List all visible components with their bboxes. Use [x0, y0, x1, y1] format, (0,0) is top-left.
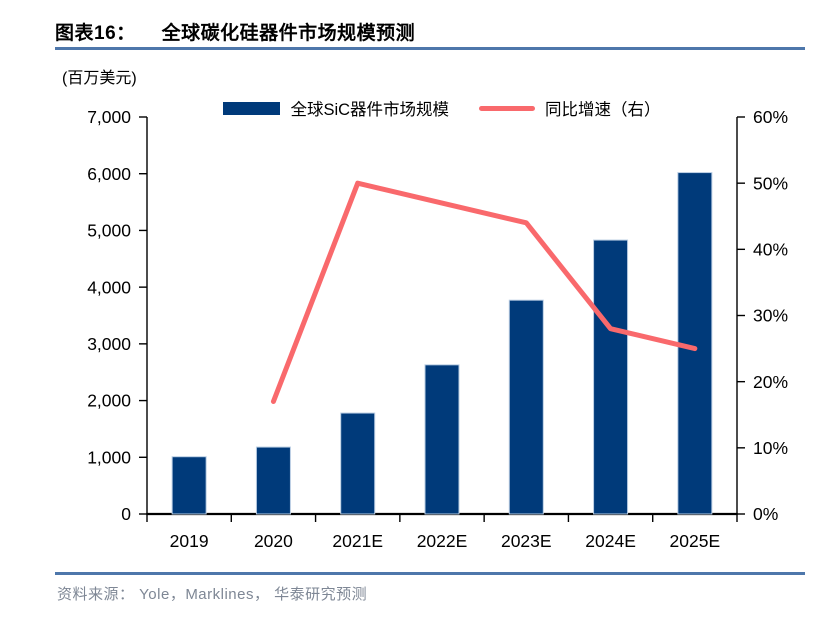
axis-unit-label: (百万美元): [62, 70, 137, 87]
figure-title: 图表16： 全球碳化硅器件市场规模预测: [55, 18, 805, 45]
y-axis-left-label: 6,000: [87, 164, 131, 184]
source-note: 资料来源： Yole，Marklines， 华泰研究预测: [57, 586, 368, 603]
y-axis-right-label: 20%: [753, 372, 788, 392]
bar-2021e: [340, 412, 376, 515]
figure-number: 图表16：: [55, 23, 136, 44]
y-axis-right-label: 60%: [753, 107, 788, 127]
legend-item-growth: 同比增速（右）: [479, 96, 661, 120]
y-axis-left-label: 7,000: [87, 107, 131, 127]
legend-label-growth: 同比增速（右）: [545, 101, 661, 119]
y-axis-right-label: 50%: [753, 173, 788, 193]
legend-item-market-size: 全球SiC器件市场规模: [223, 96, 449, 120]
y-axis-left-label: 4,000: [87, 277, 131, 297]
bar-2023e: [508, 299, 544, 515]
growth-line: [270, 180, 698, 405]
y-axis-right-label: 10%: [753, 438, 788, 458]
x-axis-label-2025e: 2025E: [670, 531, 721, 551]
y-axis-right-label: 0%: [753, 504, 778, 524]
x-axis-label-2021e: 2021E: [332, 531, 383, 551]
y-axis-right-label: 40%: [753, 239, 788, 259]
line-series-swatch: [479, 105, 536, 111]
bar-2020: [255, 446, 291, 515]
bar-2024e: [593, 239, 629, 515]
footer-divider: [55, 572, 805, 575]
y-axis-left-label: 3,000: [87, 334, 131, 354]
y-axis-left-label: 5,000: [87, 221, 131, 241]
figure-title-text: 全球碳化硅器件市场规模预测: [161, 23, 416, 44]
x-axis-label-2022e: 2022E: [417, 531, 468, 551]
y-axis-right-label: 30%: [753, 306, 788, 326]
y-axis-left-label: 2,000: [87, 391, 131, 411]
x-axis-label-2020: 2020: [254, 531, 293, 551]
bar-2022e: [424, 364, 460, 515]
chart-legend: 全球SiC器件市场规模 同比增速（右）: [147, 96, 737, 120]
bar-series-swatch: [223, 101, 281, 115]
x-axis-label-2024e: 2024E: [585, 531, 636, 551]
title-divider: [55, 47, 805, 50]
y-axis-left-label: 1,000: [87, 447, 131, 467]
x-axis-label-2019: 2019: [170, 531, 209, 551]
x-axis-label-2023e: 2023E: [501, 531, 552, 551]
y-axis-left-label: 0: [121, 504, 131, 524]
bar-2025e: [677, 172, 713, 515]
bar-2019: [171, 456, 207, 515]
legend-label-market-size: 全球SiC器件市场规模: [290, 101, 450, 119]
